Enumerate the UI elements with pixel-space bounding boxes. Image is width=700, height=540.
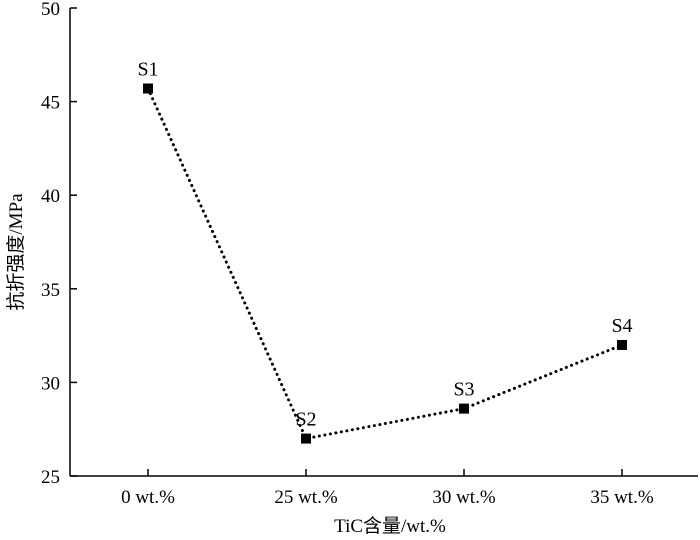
y-tick-label: 30 <box>41 373 60 394</box>
data-point-marker <box>617 339 627 350</box>
x-tick-label: 0 wt.% <box>121 487 175 508</box>
data-point-marker <box>459 403 469 414</box>
data-point-label: S2 <box>295 409 316 431</box>
axes <box>69 8 698 477</box>
x-axis-title: TiC含量/wt.% <box>334 515 446 537</box>
series-group: S1 S2 S3 S4 <box>137 58 633 444</box>
x-axis-ticks: 0 wt.% 25 wt.% 30 wt.% 35 wt.% <box>121 469 654 508</box>
data-point-marker <box>143 83 153 94</box>
data-point-label: S1 <box>137 58 158 80</box>
data-point-label: S4 <box>611 315 632 337</box>
y-tick-label: 45 <box>41 93 60 114</box>
data-point-label: S3 <box>453 379 474 401</box>
y-tick-label: 50 <box>41 0 60 20</box>
data-point-marker <box>301 433 311 444</box>
x-tick-label: 25 wt.% <box>274 487 338 508</box>
x-tick-label: 35 wt.% <box>590 487 654 508</box>
y-axis-ticks: 25 30 35 40 45 50 <box>41 0 77 488</box>
y-axis-title: 抗折强度/MPa <box>5 193 27 311</box>
x-tick-label: 30 wt.% <box>432 487 496 508</box>
y-tick-label: 25 <box>41 467 60 488</box>
y-tick-label: 35 <box>41 280 60 301</box>
y-tick-label: 40 <box>41 186 60 207</box>
series-line <box>146 86 624 441</box>
